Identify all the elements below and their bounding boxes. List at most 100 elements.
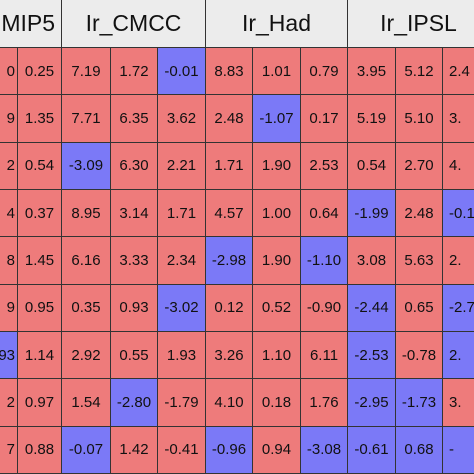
- table-cell-r5-c8: -2.44: [348, 284, 396, 332]
- table-cell-r2-c9: 2.70: [396, 142, 443, 190]
- table-cell-r6-c3: 0.55: [111, 331, 158, 380]
- table-cell-r6-c8: -2.53: [348, 331, 396, 380]
- table-cell-r7-c10: 3.: [443, 379, 474, 427]
- table-cell-r7-c6: 0.18: [253, 379, 301, 427]
- table-cell-r8-c10: -: [443, 426, 474, 474]
- table-cell-r3-c7: 0.64: [301, 189, 348, 238]
- table-cell-r1-c7: 0.17: [301, 95, 348, 143]
- table-cell-r8-c8: -0.61: [348, 426, 396, 474]
- table-cell-r0-c3: 1.72: [111, 48, 158, 96]
- table-cell-r1-c8: 5.19: [348, 95, 396, 143]
- table-cell-r1-c1: 1.35: [18, 95, 62, 143]
- table-cell-r5-c7: -0.90: [301, 284, 348, 332]
- column-header-0: MIP5: [0, 0, 62, 48]
- table-cell-r6-c4: 1.93: [158, 331, 206, 380]
- table-cell-r8-c9: 0.68: [396, 426, 443, 474]
- table-cell-r0-c9: 5.12: [396, 48, 443, 96]
- table-cell-r8-c5: -0.96: [206, 426, 253, 474]
- table-cell-r0-c10: 2.4: [443, 48, 474, 96]
- table-cell-r8-c3: 1.42: [111, 426, 158, 474]
- table-cell-r1-c10: 3.: [443, 95, 474, 143]
- table-cell-r2-c10: 4.: [443, 142, 474, 190]
- table-cell-r4-c8: 3.08: [348, 237, 396, 285]
- table-cell-r2-c7: 2.53: [301, 142, 348, 190]
- table-cell-r7-c3: -2.80: [111, 379, 158, 427]
- table-cell-r0-c5: 8.83: [206, 48, 253, 96]
- table-cell-r8-c7: -3.08: [301, 426, 348, 474]
- table-cell-r0-c1: 0.25: [18, 48, 62, 96]
- table-cell-r4-c6: 1.90: [253, 237, 301, 285]
- table-cell-r7-c5: 4.10: [206, 379, 253, 427]
- table-cell-r4-c5: -2.98: [206, 237, 253, 285]
- table-cell-r0-c8: 3.95: [348, 48, 396, 96]
- column-header-3: Ir_IPSL: [348, 0, 474, 48]
- table-cell-r1-c3: 6.35: [111, 95, 158, 143]
- table-cell-r3-c5: 4.57: [206, 189, 253, 238]
- table-cell-r3-c0: 4: [0, 189, 18, 238]
- table-cell-r2-c0: 2: [0, 142, 18, 190]
- table-cell-r4-c3: 3.33: [111, 237, 158, 285]
- column-header-1: Ir_CMCC: [62, 0, 206, 48]
- table-cell-r8-c6: 0.94: [253, 426, 301, 474]
- table-cell-r3-c6: 1.00: [253, 189, 301, 238]
- table-cell-r5-c0: 9: [0, 284, 18, 332]
- table-cell-r6-c1: 1.14: [18, 331, 62, 380]
- table-cell-r4-c2: 6.16: [62, 237, 111, 285]
- table-cell-r6-c6: 1.10: [253, 331, 301, 380]
- table-cell-r2-c3: 6.30: [111, 142, 158, 190]
- table-cell-r3-c3: 3.14: [111, 189, 158, 238]
- table-cell-r7-c0: 2: [0, 379, 18, 427]
- table-cell-r6-c9: -0.78: [396, 331, 443, 380]
- table-cell-r5-c6: 0.52: [253, 284, 301, 332]
- table-cell-r6-c10: 2.: [443, 331, 474, 380]
- table-cell-r2-c5: 1.71: [206, 142, 253, 190]
- table-cell-r5-c2: 0.35: [62, 284, 111, 332]
- table-cell-r3-c1: 0.37: [18, 189, 62, 238]
- table-cell-r1-c9: 5.10: [396, 95, 443, 143]
- table-cell-r1-c4: 3.62: [158, 95, 206, 143]
- table-cell-r7-c8: -2.95: [348, 379, 396, 427]
- table-cell-r2-c4: 2.21: [158, 142, 206, 190]
- table-cell-r3-c2: 8.95: [62, 189, 111, 238]
- table-cell-r4-c1: 1.45: [18, 237, 62, 285]
- table-cell-r4-c4: 2.34: [158, 237, 206, 285]
- table-cell-r4-c7: -1.10: [301, 237, 348, 285]
- table-cell-r3-c9: 2.48: [396, 189, 443, 238]
- table-cell-r3-c10: -0.1: [443, 189, 474, 238]
- table-cell-r8-c4: -0.41: [158, 426, 206, 474]
- table-cell-r7-c9: -1.73: [396, 379, 443, 427]
- table-cell-r3-c8: -1.99: [348, 189, 396, 238]
- table-cell-r4-c10: 2.: [443, 237, 474, 285]
- table-cell-r4-c9: 5.63: [396, 237, 443, 285]
- table-cell-r2-c1: 0.54: [18, 142, 62, 190]
- table-cell-r8-c2: -0.07: [62, 426, 111, 474]
- table-cell-r2-c2: -3.09: [62, 142, 111, 190]
- table-cell-r7-c4: -1.79: [158, 379, 206, 427]
- table-cell-r0-c6: 1.01: [253, 48, 301, 96]
- table-cell-r3-c4: 1.71: [158, 189, 206, 238]
- table-cell-r5-c3: 0.93: [111, 284, 158, 332]
- table-cell-r2-c8: 0.54: [348, 142, 396, 190]
- table-cell-r5-c10: -2.7: [443, 284, 474, 332]
- table-cell-r7-c7: 1.76: [301, 379, 348, 427]
- table-cell-r8-c1: 0.88: [18, 426, 62, 474]
- table-cell-r0-c4: -0.01: [158, 48, 206, 96]
- table-cell-r5-c4: -3.02: [158, 284, 206, 332]
- table-cell-r5-c1: 0.95: [18, 284, 62, 332]
- table-cell-r1-c0: 9: [0, 95, 18, 143]
- column-header-2: Ir_Had: [206, 0, 348, 48]
- table-cell-r8-c0: 7: [0, 426, 18, 474]
- table-cell-r7-c2: 1.54: [62, 379, 111, 427]
- table-cell-r6-c7: 6.11: [301, 331, 348, 380]
- table-cell-r6-c2: 2.92: [62, 331, 111, 380]
- table-cell-r0-c2: 7.19: [62, 48, 111, 96]
- table-cell-r5-c9: 0.65: [396, 284, 443, 332]
- table-cell-r7-c1: 0.97: [18, 379, 62, 427]
- table-cell-r2-c6: 1.90: [253, 142, 301, 190]
- table-cell-r6-c5: 3.26: [206, 331, 253, 380]
- table-cell-r5-c5: 0.12: [206, 284, 253, 332]
- table-cell-r4-c0: 8: [0, 237, 18, 285]
- table-cell-r1-c6: -1.07: [253, 95, 301, 143]
- table-cell-r1-c2: 7.71: [62, 95, 111, 143]
